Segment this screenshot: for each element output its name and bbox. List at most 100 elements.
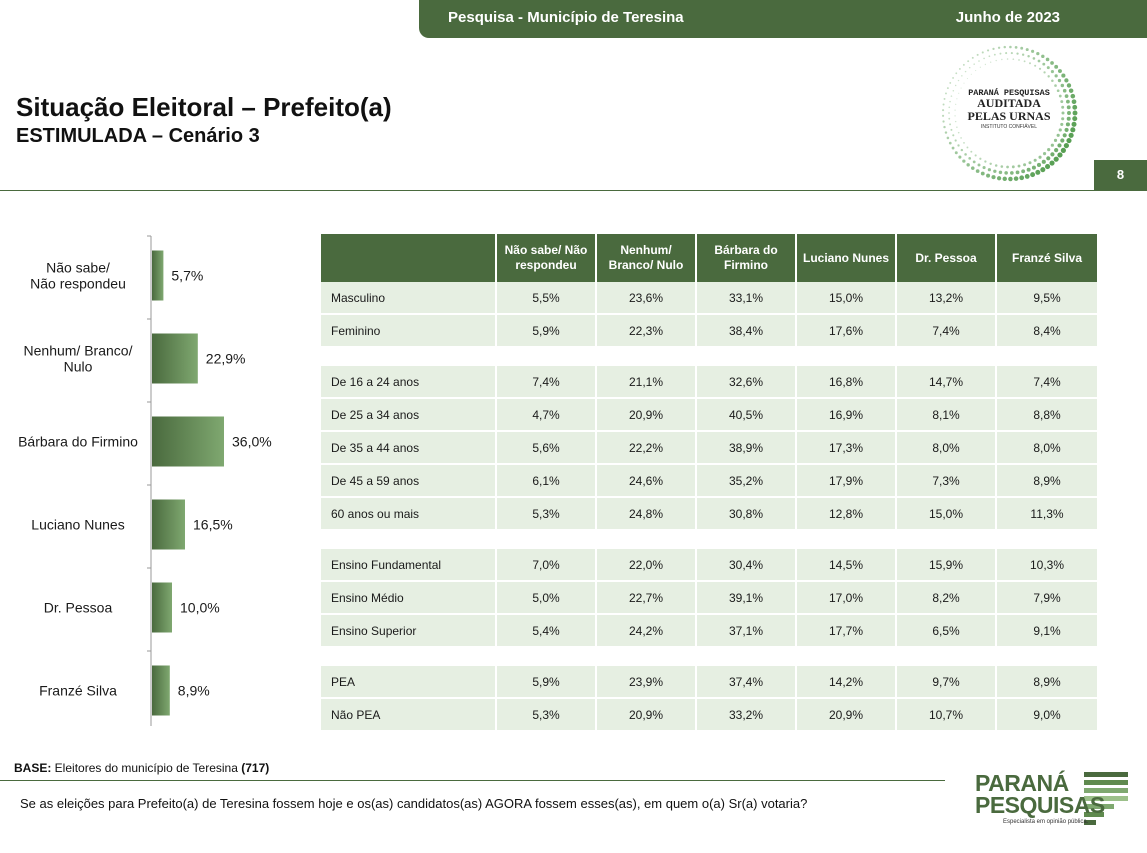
table-cell: 8,0%: [897, 432, 997, 465]
table-cell: 40,5%: [697, 399, 797, 432]
table-cell: 30,8%: [697, 498, 797, 531]
table-row: 60 anos ou mais 5,3% 24,8% 30,8% 12,8% 15,0% 1…: [321, 498, 1097, 531]
table-row: Masculino 5,5% 23,6% 33,1% 15,0% 13,2% 9,5%: [321, 282, 1097, 315]
category-label: Franzé Silva: [39, 683, 117, 699]
bar: [152, 499, 185, 550]
table-cell: 30,4%: [697, 549, 797, 582]
table-cell: 22,7%: [597, 582, 697, 615]
table-cell: 23,6%: [597, 282, 697, 315]
table-cell: 7,4%: [997, 366, 1097, 399]
table-row: De 45 a 59 anos 6,1% 24,6% 35,2% 17,9% 7,3% 8,…: [321, 465, 1097, 498]
header-cell: Franzé Silva: [997, 234, 1097, 282]
audit-seal-logo: PARANÁ PESQUISAS AUDITADA PELAS URNAS IN…: [941, 45, 1078, 182]
table-spacer-row: [321, 348, 1097, 366]
table-cell: 12,8%: [797, 498, 897, 531]
table-cell: 8,0%: [997, 432, 1097, 465]
header-cell: Dr. Pessoa: [897, 234, 997, 282]
header-cell: [321, 234, 497, 282]
table-cell: 33,2%: [697, 699, 797, 732]
table-cell: 37,4%: [697, 666, 797, 699]
row-label: Não PEA: [321, 699, 497, 732]
header-cell: Luciano Nunes: [797, 234, 897, 282]
row-label: Feminino: [321, 315, 497, 348]
seal-line1: PARANÁ PESQUISAS: [968, 87, 1050, 98]
table-cell: 10,7%: [897, 699, 997, 732]
row-label: Masculino: [321, 282, 497, 315]
row-label: PEA: [321, 666, 497, 699]
table-cell: 6,5%: [897, 615, 997, 648]
table-cell: 8,9%: [997, 465, 1097, 498]
bar-value-label: 16,5%: [193, 517, 233, 533]
base-count: (717): [241, 761, 270, 775]
table-cell: 11,3%: [997, 498, 1097, 531]
row-label: Ensino Superior: [321, 615, 497, 648]
brand-name-line2: PESQUISAS: [975, 792, 1105, 818]
table-spacer-row: [321, 648, 1097, 666]
bar: [152, 250, 164, 301]
survey-title: Pesquisa - Município de Teresina: [448, 9, 684, 26]
table-cell: 5,3%: [497, 699, 597, 732]
table-cell: 15,9%: [897, 549, 997, 582]
table-cell: 17,9%: [797, 465, 897, 498]
seal-line3: PELAS URNAS: [967, 109, 1050, 123]
table-cell: 16,8%: [797, 366, 897, 399]
brand-stripes-icon: [1084, 772, 1128, 825]
table-cell: 15,0%: [797, 282, 897, 315]
top-banner: Pesquisa - Município de Teresina Junho d…: [419, 0, 1147, 38]
table-cell: 7,4%: [497, 366, 597, 399]
table-cell: 14,5%: [797, 549, 897, 582]
table-cell: 14,7%: [897, 366, 997, 399]
table-cell: 24,2%: [597, 615, 697, 648]
table-cell: 32,6%: [697, 366, 797, 399]
bar-value-label: 22,9%: [206, 351, 246, 367]
table-cell: 37,1%: [697, 615, 797, 648]
row-label: De 35 a 44 anos: [321, 432, 497, 465]
table-cell: 9,1%: [997, 615, 1097, 648]
table-cell: 20,9%: [597, 699, 697, 732]
table-cell: 5,4%: [497, 615, 597, 648]
table-spacer-row: [321, 531, 1097, 549]
bar: [152, 416, 224, 467]
table-row: Ensino Superior 5,4% 24,2% 37,1% 17,7% 6,5% 9,…: [321, 615, 1097, 648]
table-cell: 4,7%: [497, 399, 597, 432]
bar-value-label: 36,0%: [232, 434, 272, 450]
brand-name-line1: PARANÁ: [975, 770, 1069, 796]
table-cell: 9,0%: [997, 699, 1097, 732]
row-label: De 25 a 34 anos: [321, 399, 497, 432]
category-label: Luciano Nunes: [31, 517, 124, 533]
table-cell: 5,9%: [497, 315, 597, 348]
header-divider: [0, 190, 1147, 191]
category-label: Não respondeu: [30, 276, 126, 292]
table-cell: 5,6%: [497, 432, 597, 465]
table-cell: 20,9%: [797, 699, 897, 732]
category-label: Nulo: [64, 359, 93, 375]
table-cell: 7,9%: [997, 582, 1097, 615]
survey-question: Se as eleições para Prefeito(a) de Teres…: [20, 796, 808, 811]
table-cell: 8,2%: [897, 582, 997, 615]
base-text: Eleitores do município de Teresina: [51, 761, 242, 775]
table-cell: 21,1%: [597, 366, 697, 399]
table-cell: 35,2%: [697, 465, 797, 498]
row-label: 60 anos ou mais: [321, 498, 497, 531]
category-label: Não sabe/: [46, 260, 110, 276]
table-row: Feminino 5,9% 22,3% 38,4% 17,6% 7,4% 8,4%: [321, 315, 1097, 348]
table-cell: 9,5%: [997, 282, 1097, 315]
table-cell: 7,0%: [497, 549, 597, 582]
page-subtitle: ESTIMULADA – Cenário 3: [16, 125, 260, 147]
category-label: Nenhum/ Branco/: [24, 343, 133, 359]
table-cell: 13,2%: [897, 282, 997, 315]
table-cell: 38,4%: [697, 315, 797, 348]
table-cell: 16,9%: [797, 399, 897, 432]
brand-tagline: Especialista em opinião pública.: [1003, 819, 1089, 825]
table-cell: 15,0%: [897, 498, 997, 531]
header-cell: Bárbara do Firmino: [697, 234, 797, 282]
table-cell: 17,0%: [797, 582, 897, 615]
table-header-row: Não sabe/ Não respondeu Nenhum/ Branco/ …: [321, 234, 1097, 282]
bar-value-label: 5,7%: [171, 268, 203, 284]
bar: [152, 333, 198, 384]
table-cell: 8,8%: [997, 399, 1097, 432]
table-row: PEA 5,9% 23,9% 37,4% 14,2% 9,7% 8,9%: [321, 666, 1097, 699]
table-cell: 5,5%: [497, 282, 597, 315]
table-cell: 33,1%: [697, 282, 797, 315]
table-cell: 10,3%: [997, 549, 1097, 582]
